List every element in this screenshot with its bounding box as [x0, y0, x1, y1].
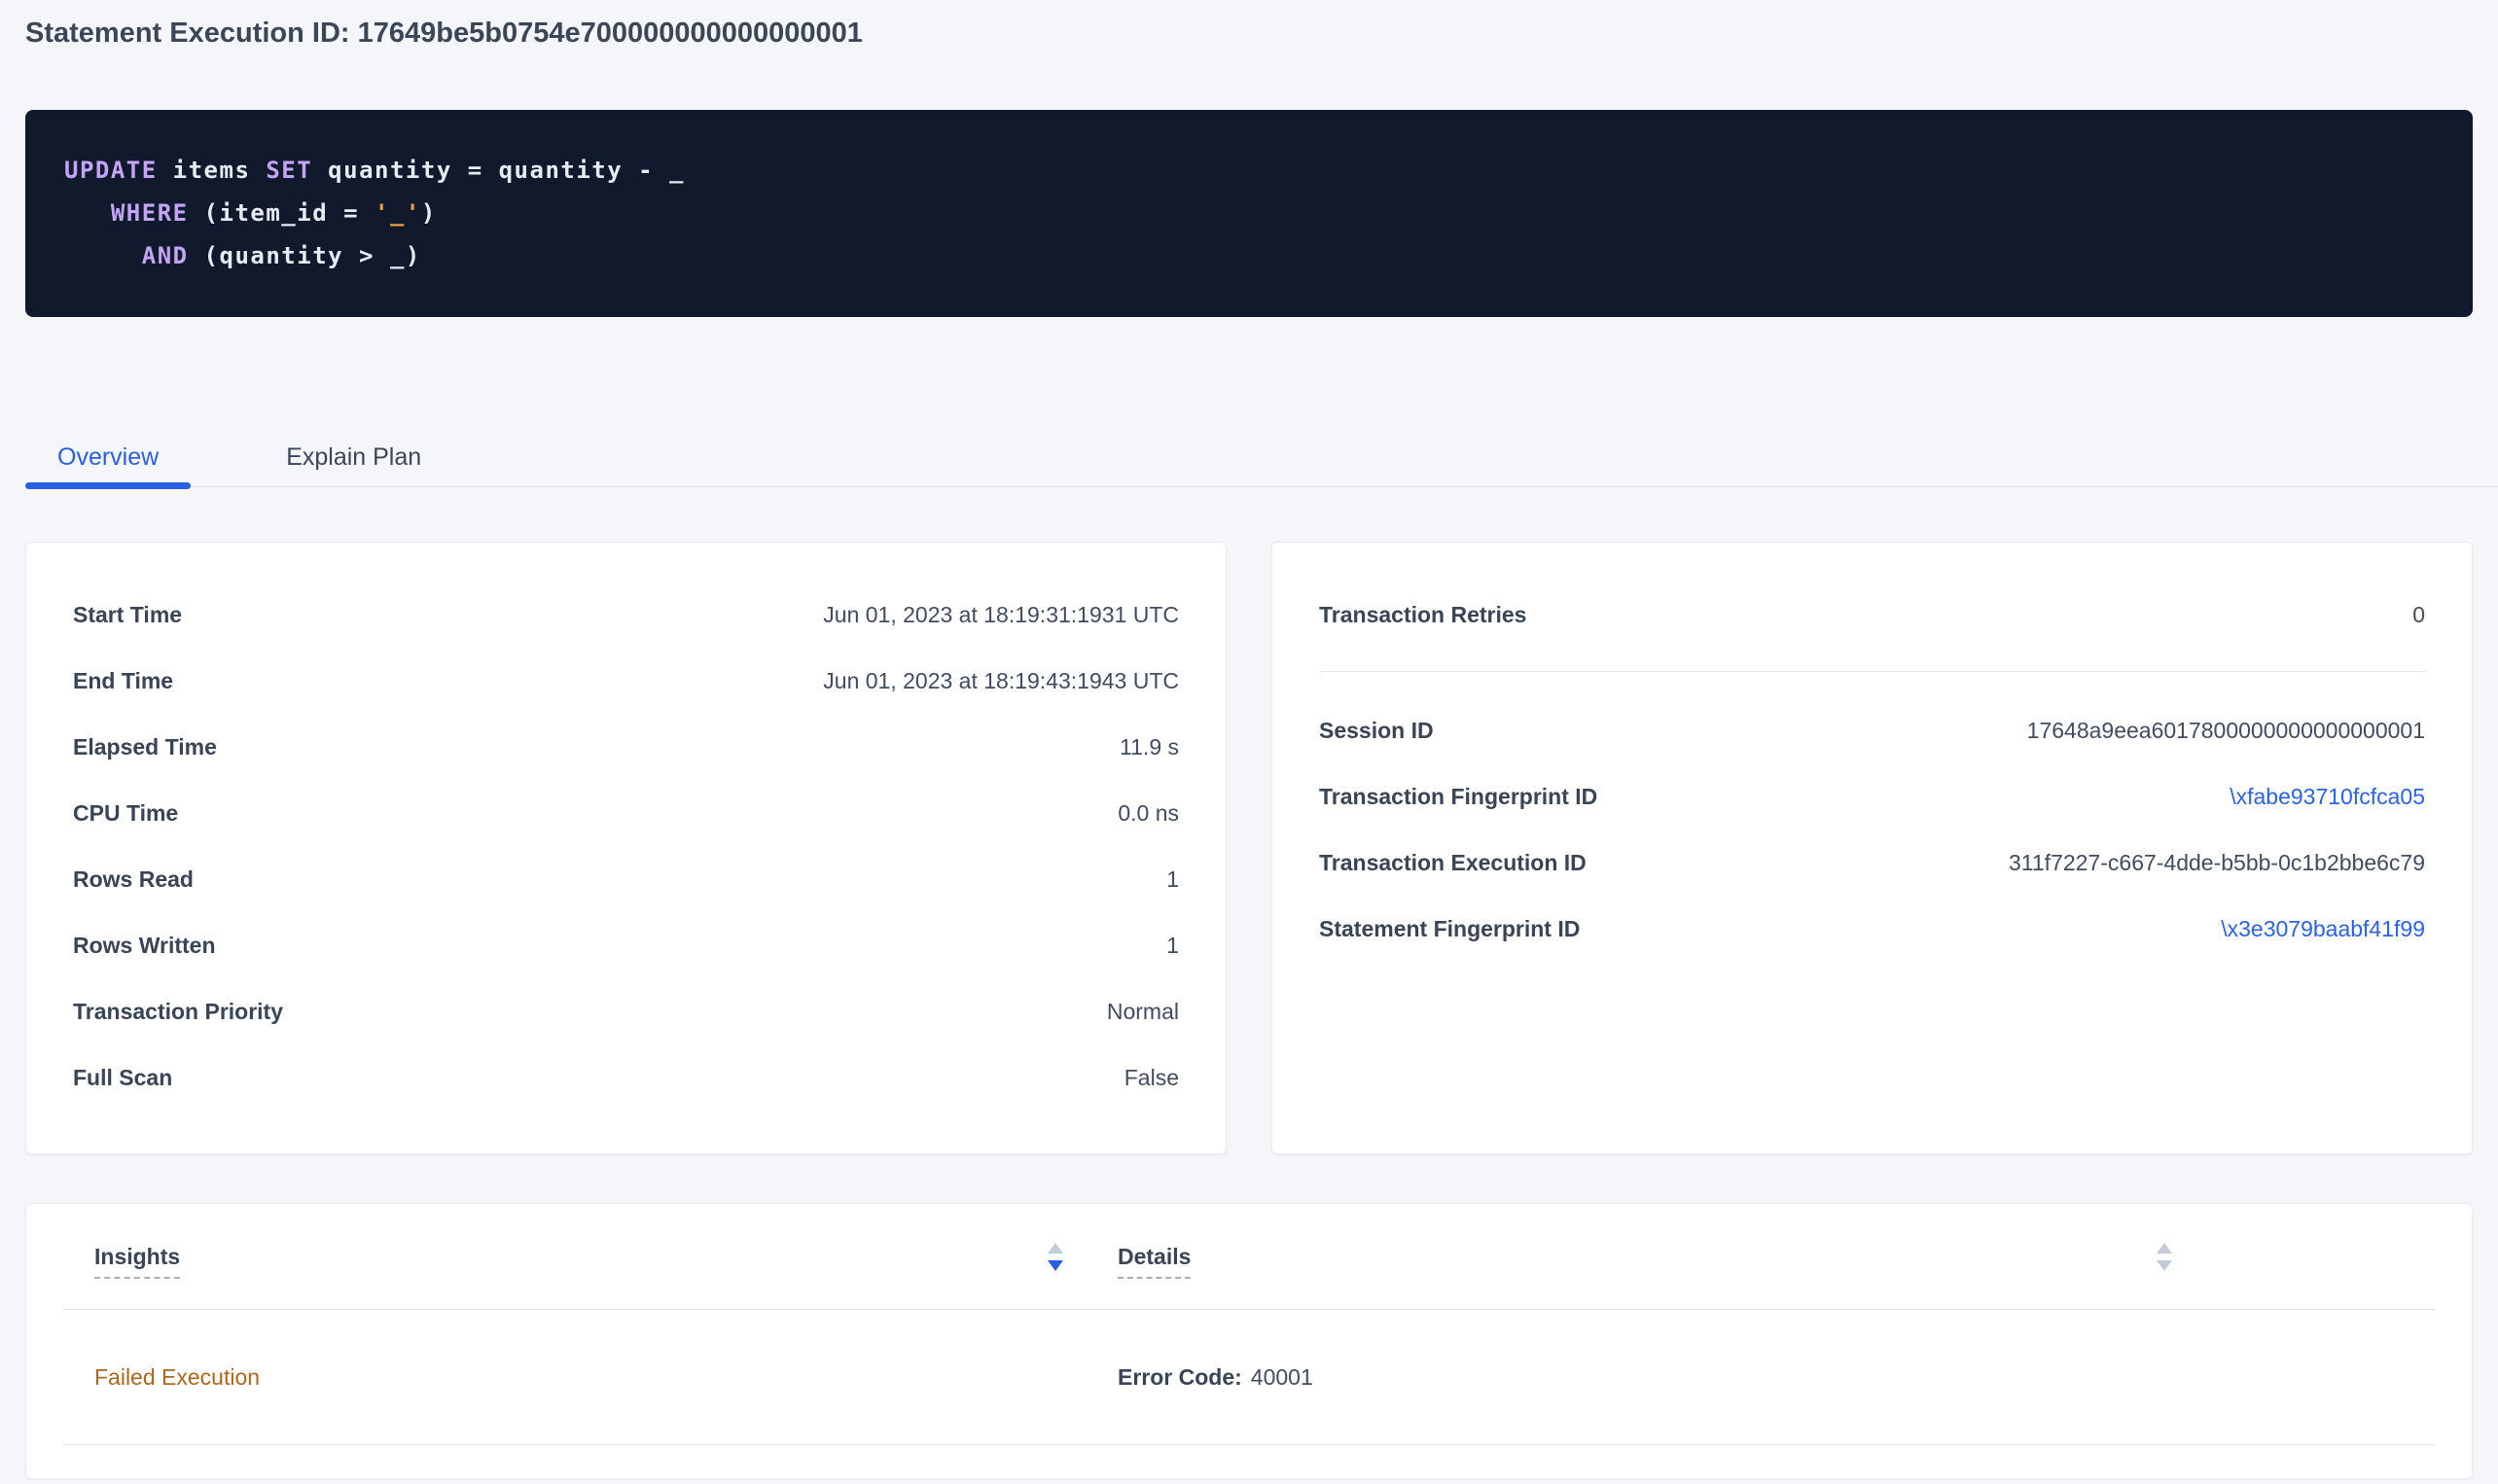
sort-arrows-icon[interactable]: [2157, 1242, 2172, 1271]
error-code-value: 40001: [1250, 1363, 1313, 1390]
sql-text: quantity = quantity - _: [312, 157, 685, 184]
tab-explain-plan-label: Explain Plan: [286, 442, 422, 471]
statement-fingerprint-link[interactable]: \x3e3079baabf41f99: [2221, 915, 2425, 941]
sql-text: items: [157, 157, 267, 184]
stat-row-transaction-priority: Transaction Priority Normal: [73, 978, 1179, 1044]
column-header-insights-label: Insights: [94, 1244, 181, 1279]
sql-keyword: AND: [141, 242, 189, 269]
stat-label: Start Time: [73, 601, 183, 627]
stat-row-full-scan: Full Scan False: [73, 1044, 1179, 1111]
sql-text: (item_id =: [188, 199, 375, 227]
sql-keyword: UPDATE: [64, 157, 158, 184]
details-cell: Error Code: 40001: [1087, 1364, 2195, 1391]
stat-label: Transaction Fingerprint ID: [1319, 783, 1598, 809]
stat-row-end-time: End Time Jun 01, 2023 at 18:19:43:1943 U…: [73, 648, 1179, 714]
stat-value: 1: [1166, 932, 1179, 958]
tab-bar: Overview Explain Plan: [25, 428, 2498, 489]
sql-text: [64, 199, 111, 227]
column-header-insights[interactable]: Insights: [63, 1235, 1087, 1279]
stat-label: Statement Fingerprint ID: [1319, 915, 1581, 941]
sort-arrows-icon[interactable]: [1048, 1242, 1063, 1271]
stat-value: False: [1124, 1064, 1179, 1090]
card-divider: [1319, 671, 2425, 672]
stat-row-transaction-execution-id: Transaction Execution ID 311f7227-c667-4…: [1319, 830, 2425, 896]
stat-label: CPU Time: [73, 799, 179, 826]
insight-row: Failed Execution Error Code: 40001: [63, 1310, 2435, 1445]
stat-value: 11.9 s: [1120, 733, 1179, 760]
stat-row-start-time: Start Time Jun 01, 2023 at 18:19:31:1931…: [73, 582, 1179, 648]
stat-row-elapsed-time: Elapsed Time 11.9 s: [73, 714, 1179, 780]
sort-desc-icon: [1048, 1259, 1063, 1271]
stat-value: Normal: [1106, 998, 1179, 1024]
stat-row-transaction-retries: Transaction Retries 0: [1319, 582, 2425, 648]
stat-label: Rows Read: [73, 866, 194, 892]
sort-desc-icon: [2157, 1259, 2172, 1271]
stat-value: 17648a9eea6017800000000000000001: [2026, 717, 2425, 743]
stat-row-rows-written: Rows Written 1: [73, 912, 1179, 978]
stat-row-statement-fingerprint-id: Statement Fingerprint ID \x3e3079baabf41…: [1319, 896, 2425, 962]
stat-label: End Time: [73, 667, 174, 693]
insight-cell: Failed Execution: [63, 1364, 1087, 1391]
stat-label: Session ID: [1319, 717, 1434, 743]
sql-text: [64, 242, 142, 269]
stat-label: Elapsed Time: [73, 733, 217, 760]
sort-asc-icon: [1048, 1242, 1063, 1254]
stat-label: Full Scan: [73, 1064, 173, 1090]
stat-row-session-id: Session ID 17648a9eea6017800000000000000…: [1319, 697, 2425, 763]
sort-asc-icon: [2157, 1242, 2172, 1254]
error-code-label: Error Code:: [1118, 1363, 1242, 1390]
sql-line: UPDATE items SET quantity = quantity - _: [64, 149, 2434, 192]
stat-value: Jun 01, 2023 at 18:19:31:1931 UTC: [823, 601, 1179, 627]
tab-overview[interactable]: Overview: [25, 428, 192, 489]
sql-line: AND (quantity > _): [64, 234, 2434, 277]
stat-label: Transaction Retries: [1319, 601, 1527, 627]
insight-type-badge: Failed Execution: [94, 1363, 261, 1390]
stat-label: Transaction Execution ID: [1319, 849, 1587, 875]
transaction-ids-card: Transaction Retries 0 Session ID 17648a9…: [1271, 542, 2473, 1154]
tab-overview-label: Overview: [57, 442, 160, 471]
overview-cards-row: Start Time Jun 01, 2023 at 18:19:31:1931…: [25, 542, 2473, 1154]
sql-code: UPDATE items SET quantity = quantity - _…: [64, 149, 2434, 277]
tab-explain-plan[interactable]: Explain Plan: [254, 428, 453, 486]
stat-value: 0.0 ns: [1118, 799, 1179, 826]
stat-value: 0: [2412, 601, 2425, 627]
sql-keyword: WHERE: [110, 199, 189, 227]
page-title: Statement Execution ID: 17649be5b0754e70…: [25, 18, 863, 49]
sql-text: ): [420, 199, 437, 227]
transaction-fingerprint-link[interactable]: \xfabe93710fcfca05: [2230, 783, 2425, 809]
statement-stats-card: Start Time Jun 01, 2023 at 18:19:31:1931…: [25, 542, 1227, 1154]
column-header-details[interactable]: Details: [1087, 1235, 2195, 1279]
insights-table-header: Insights Details: [63, 1204, 2435, 1310]
column-header-details-label: Details: [1118, 1244, 1192, 1279]
sql-string-literal: '_': [375, 199, 421, 227]
stat-row-cpu-time: CPU Time 0.0 ns: [73, 780, 1179, 846]
sql-keyword: SET: [266, 157, 313, 184]
stat-value: 1: [1166, 866, 1179, 892]
stat-value: Jun 01, 2023 at 18:19:43:1943 UTC: [823, 667, 1179, 693]
stat-row-rows-read: Rows Read 1: [73, 846, 1179, 912]
sql-line: WHERE (item_id = '_'): [64, 192, 2434, 234]
insights-table-card: Insights Details Failed Execution Err: [25, 1203, 2473, 1479]
sql-text: (quantity > _): [188, 242, 421, 269]
sql-statement-box: UPDATE items SET quantity = quantity - _…: [25, 110, 2473, 317]
stat-value: 311f7227-c667-4dde-b5bb-0c1b2bbe6c79: [2009, 849, 2425, 875]
stat-label: Rows Written: [73, 932, 216, 958]
stat-label: Transaction Priority: [73, 998, 284, 1024]
stat-row-transaction-fingerprint-id: Transaction Fingerprint ID \xfabe93710fc…: [1319, 763, 2425, 830]
